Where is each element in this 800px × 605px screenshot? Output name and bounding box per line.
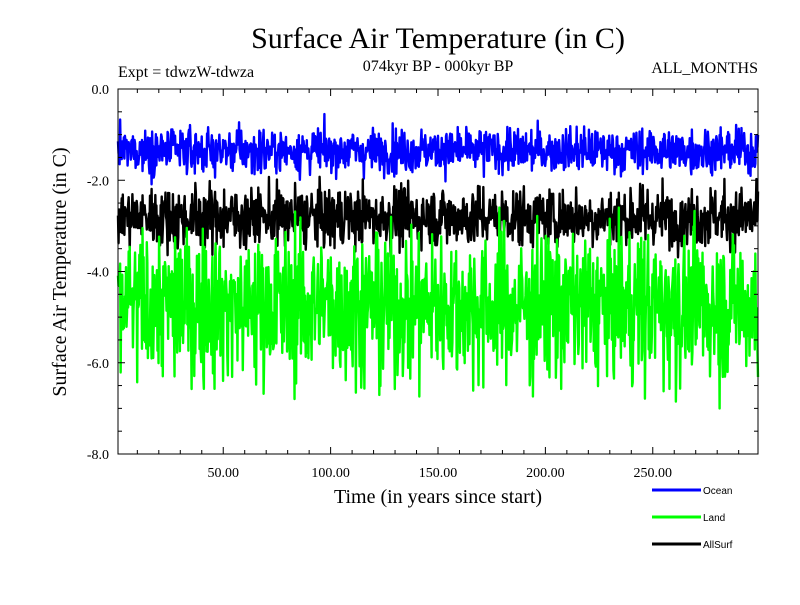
chart-subtitle-months: ALL_MONTHS bbox=[651, 60, 758, 77]
y-tick-label: -6.0 bbox=[87, 357, 109, 372]
chart-title: Surface Air Temperature (in C) bbox=[251, 22, 625, 55]
series-line-land bbox=[116, 206, 760, 410]
legend: Ocean Land AllSurf bbox=[652, 486, 733, 551]
x-tick-label: 50.00 bbox=[207, 466, 239, 481]
y-tick-label: 0.0 bbox=[92, 83, 110, 98]
y-tick-label: -2.0 bbox=[87, 174, 109, 189]
y-tick-label: -4.0 bbox=[87, 266, 109, 281]
x-tick-label: 250.00 bbox=[634, 466, 673, 481]
legend-label-allsurf: AllSurf bbox=[703, 540, 733, 551]
y-axis-label: Surface Air Temperature (in C) bbox=[49, 147, 71, 396]
chart-subtitle-period: 074kyr BP - 000kyr BP bbox=[363, 58, 514, 75]
x-tick-label: 200.00 bbox=[526, 466, 565, 481]
series-line-ocean bbox=[116, 112, 760, 186]
y-tick-label: -8.0 bbox=[87, 448, 109, 463]
axes-layer: 0.0 -2.0 -4.0 -6.0 -8.0 50.00 100.00 150.00 200.… bbox=[87, 83, 759, 481]
x-tick-label: 100.00 bbox=[311, 466, 350, 481]
x-axis-label: Time (in years since start) bbox=[334, 486, 542, 508]
plot-series-layer bbox=[116, 112, 760, 410]
legend-label-land: Land bbox=[703, 513, 725, 524]
legend-label-ocean: Ocean bbox=[703, 486, 732, 497]
series-line-allsurf bbox=[116, 175, 760, 259]
x-tick-label: 150.00 bbox=[419, 466, 458, 481]
chart-subtitle-experiment: Expt = tdwzW-tdwza bbox=[118, 64, 254, 81]
